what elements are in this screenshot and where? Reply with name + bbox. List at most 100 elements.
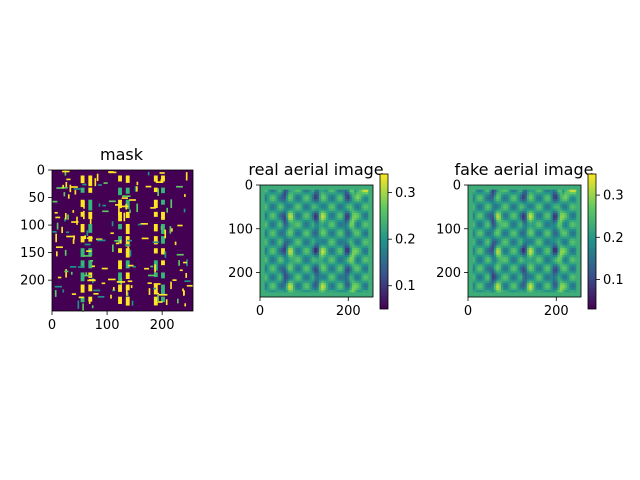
aerial-pixel [262, 250, 265, 253]
aerial-pixel [482, 215, 485, 218]
aerial-pixel [274, 222, 277, 225]
aerial-pixel [573, 194, 577, 197]
aerial-pixel [564, 213, 568, 216]
aerial-pixel [328, 264, 331, 267]
aerial-pixel [281, 234, 284, 237]
aerial-pixel [505, 210, 509, 214]
aerial-pixel [330, 255, 334, 258]
aerial-pixel [564, 243, 568, 246]
aerial-pixel [260, 199, 263, 202]
aerial-pixel [290, 283, 294, 286]
aerial-pixel [522, 248, 525, 251]
aerial-pixel [297, 210, 301, 214]
aerial-pixel [538, 255, 542, 258]
aerial-pixel [475, 206, 478, 209]
aerial-pixel [335, 220, 338, 223]
aerial-pixel [262, 201, 265, 204]
aerial-pixel [302, 203, 306, 207]
aerial-pixel [363, 294, 367, 298]
aerial-pixel [472, 248, 476, 251]
aerial-pixel [368, 285, 371, 288]
aerial-pixel [498, 269, 502, 272]
mask-feature [89, 216, 92, 224]
aerial-pixel [340, 290, 343, 293]
mask-feature [185, 172, 188, 181]
aerial-pixel [557, 217, 561, 221]
aerial-pixel [335, 208, 338, 211]
aerial-pixel [260, 234, 263, 237]
aerial-pixel [543, 292, 546, 295]
aerial-pixel [562, 271, 565, 274]
aerial-pixel [543, 208, 546, 211]
aerial-pixel [559, 259, 563, 263]
aerial-pixel [498, 234, 502, 237]
aerial-pixel [510, 194, 514, 197]
aerial-pixel [564, 227, 568, 230]
aerial-pixel [552, 203, 556, 207]
aerial-pixel [342, 187, 346, 190]
aerial-pixel [531, 285, 535, 288]
aerial-pixel [264, 203, 268, 207]
aerial-pixel [562, 206, 565, 209]
aerial-pixel [276, 278, 280, 281]
aerial-pixel [337, 238, 341, 242]
aerial-pixel [543, 213, 546, 216]
aerial-pixel [292, 285, 296, 288]
mask-feature [121, 205, 129, 208]
aerial-pixel [569, 248, 572, 251]
aerial-pixel [323, 215, 327, 218]
aerial-pixel [559, 217, 563, 221]
aerial-pixel [569, 245, 572, 249]
aerial-pixel [356, 213, 360, 216]
aerial-pixel [475, 290, 478, 293]
aerial-pixel [361, 229, 364, 232]
aerial-pixel [274, 213, 277, 216]
aerial-pixel [548, 210, 551, 214]
aerial-pixel [484, 192, 488, 195]
aerial-pixel [330, 285, 334, 288]
mask-feature [57, 276, 62, 279]
aerial-pixel [276, 292, 280, 295]
aerial-pixel [278, 259, 282, 263]
aerial-pixel [281, 215, 284, 218]
aerial-pixel [566, 287, 570, 291]
mask-feature [118, 175, 122, 182]
real-aerial-image [260, 185, 374, 298]
aerial-pixel [562, 269, 565, 272]
aerial-pixel [347, 227, 350, 230]
aerial-pixel [302, 280, 306, 284]
aerial-pixel [531, 222, 535, 225]
aerial-pixel [550, 206, 554, 209]
aerial-pixel [274, 196, 277, 200]
aerial-pixel [365, 248, 369, 251]
aerial-pixel [285, 243, 289, 246]
aerial-pixel [512, 224, 516, 228]
aerial-pixel [491, 245, 495, 249]
aerial-pixel [288, 222, 291, 225]
aerial-pixel [274, 250, 277, 253]
aerial-pixel [472, 262, 476, 265]
aerial-pixel [309, 252, 313, 256]
aerial-pixel [479, 236, 483, 239]
aerial-pixel [522, 185, 525, 188]
aerial-pixel [508, 236, 511, 239]
aerial-pixel [519, 269, 523, 272]
aerial-pixel [283, 222, 287, 225]
aerial-pixel [370, 255, 374, 258]
aerial-pixel [368, 292, 371, 295]
aerial-pixel [468, 222, 471, 225]
aerial-pixel [519, 208, 523, 211]
aerial-pixel [531, 208, 535, 211]
aerial-pixel [503, 192, 506, 195]
aerial-pixel [564, 292, 568, 295]
aerial-pixel [311, 259, 315, 263]
aerial-pixel [524, 273, 528, 277]
aerial-pixel [566, 222, 570, 225]
aerial-pixel [309, 243, 313, 246]
aerial-pixel [370, 278, 374, 281]
aerial-pixel [503, 185, 506, 188]
aerial-pixel [550, 201, 554, 204]
aerial-pixel [337, 290, 341, 293]
aerial-pixel [271, 264, 275, 267]
aerial-pixel [526, 285, 530, 288]
